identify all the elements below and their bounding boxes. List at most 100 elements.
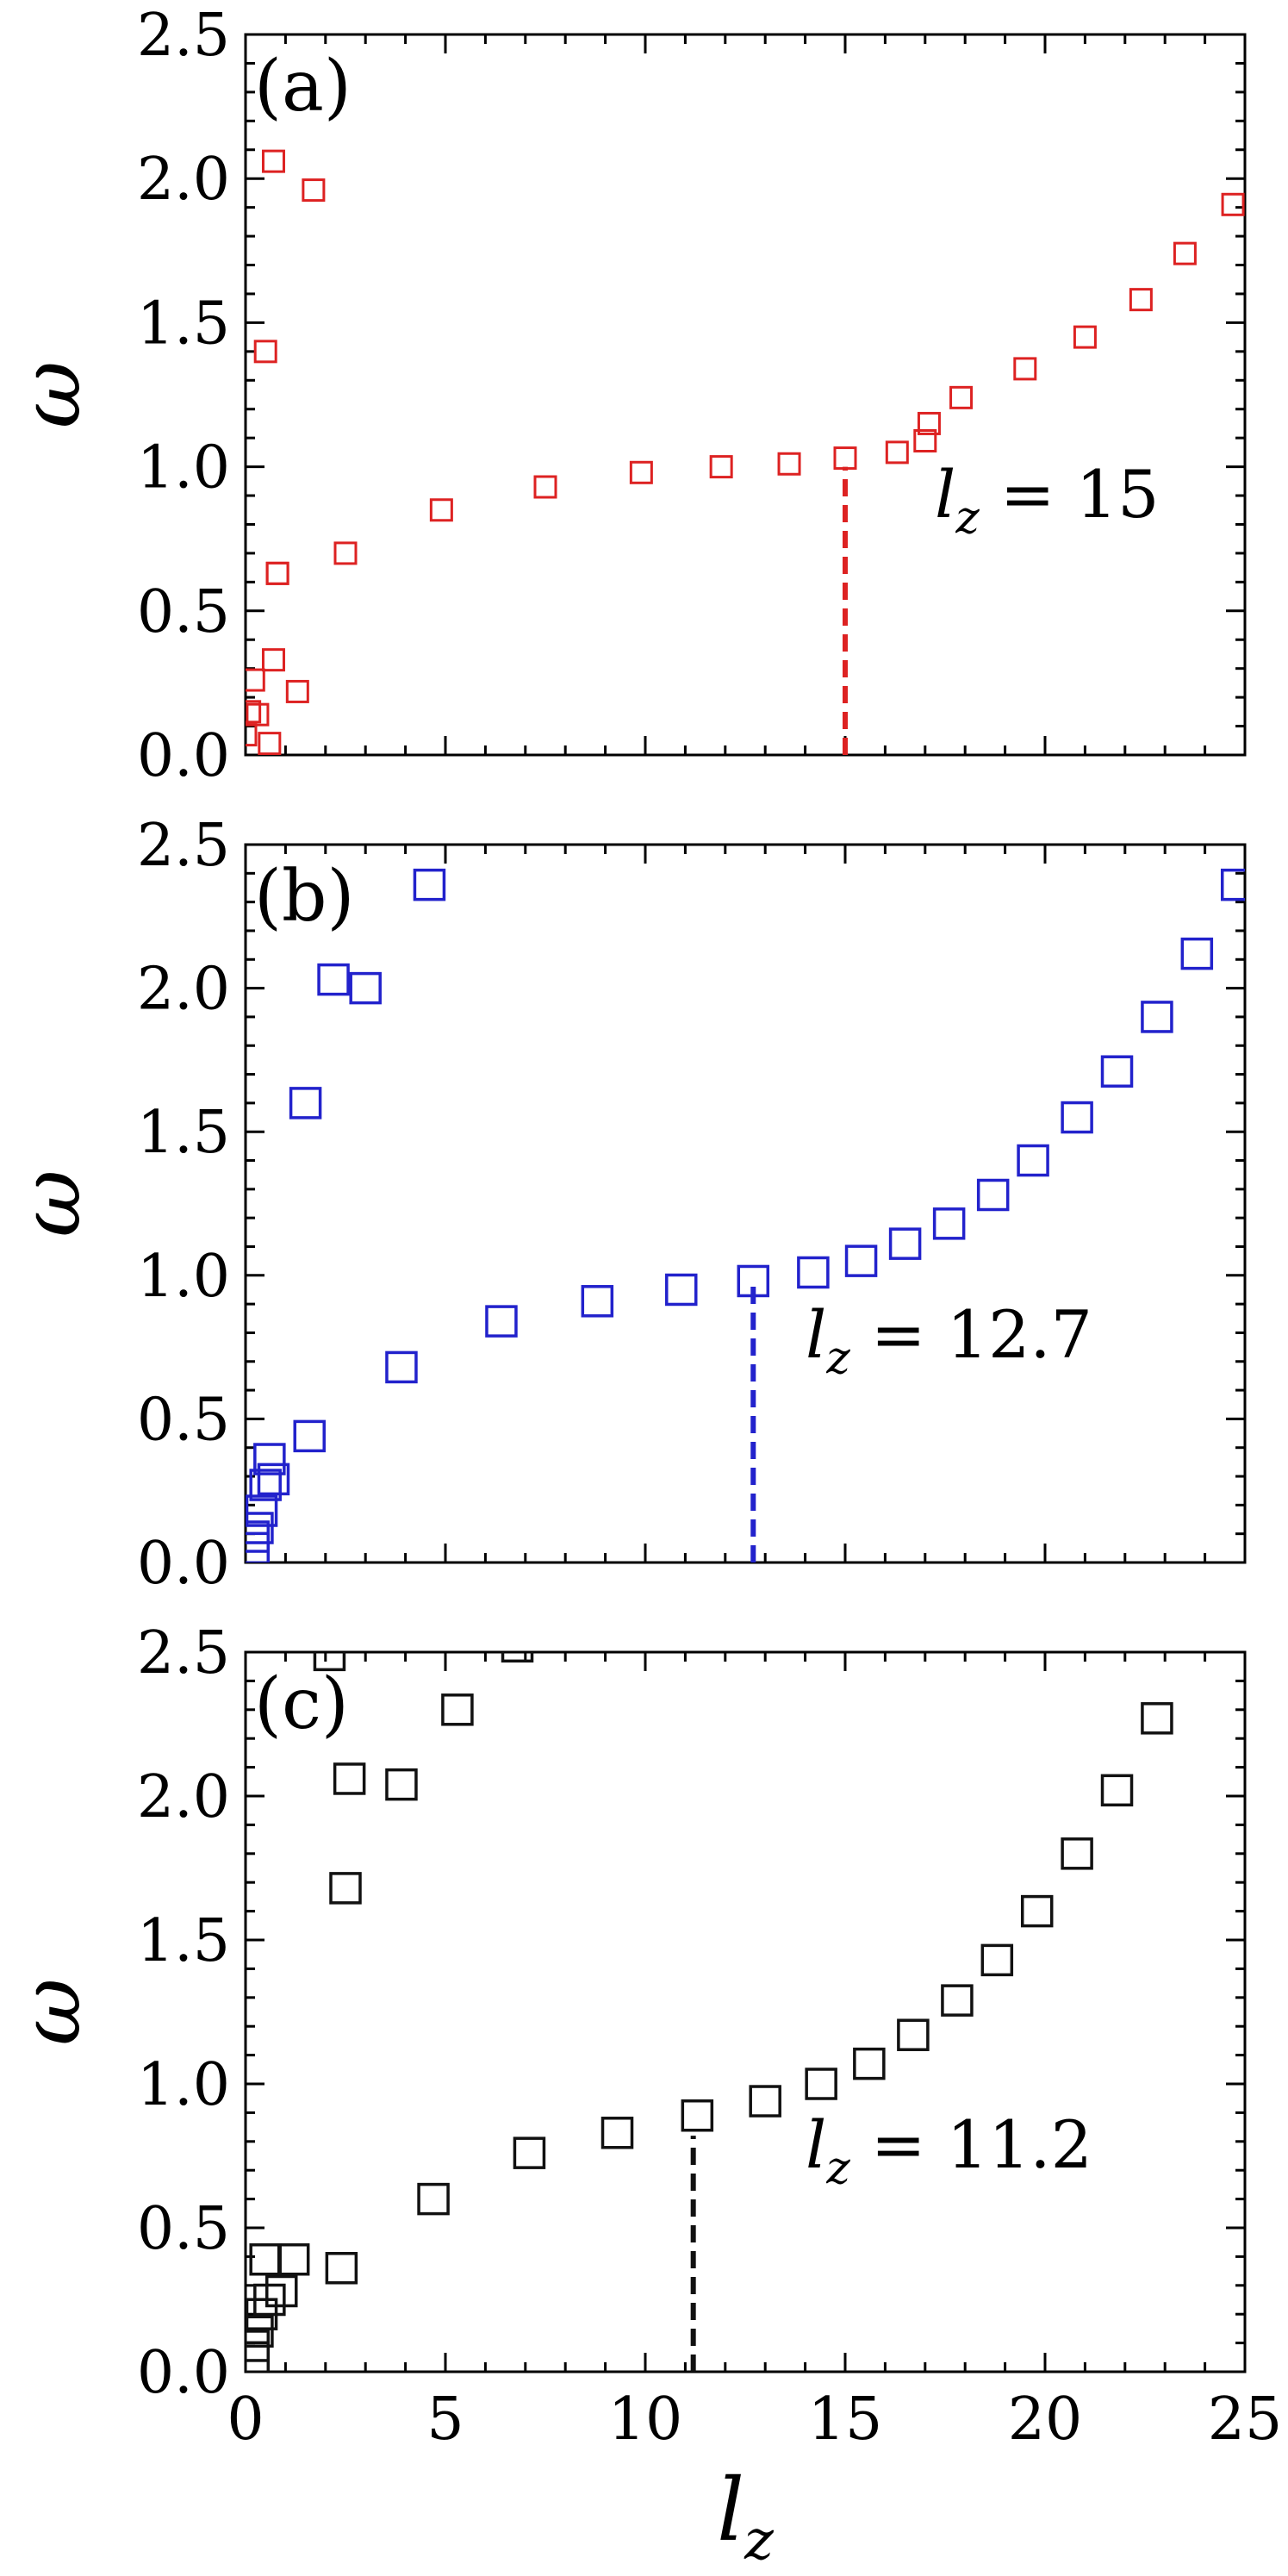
x-axis-label: lz (717, 2460, 775, 2573)
y-axis-label: ω (3, 361, 99, 428)
x-tick-label: 25 (1208, 2386, 1283, 2454)
data-point (333, 1762, 366, 1795)
data-point (253, 1443, 286, 1475)
x-tick-label: 5 (426, 2386, 464, 2454)
data-point (246, 1520, 271, 1553)
data-point (246, 700, 262, 724)
data-point (665, 1273, 698, 1307)
data-point (897, 2018, 930, 2051)
annotation-subscript: z (825, 1332, 850, 1384)
data-point (501, 1652, 534, 1663)
x-tick-label: 15 (808, 2386, 883, 2454)
data-point (980, 1943, 1014, 1977)
data-point (261, 648, 285, 672)
data-point (417, 2182, 450, 2216)
data-point (888, 1227, 922, 1260)
marker-group (246, 1652, 1173, 2372)
data-point (976, 1178, 1010, 1212)
x-tick-label: 20 (1008, 2386, 1083, 2454)
panels-group: 0.00.51.01.52.02.5ω(a)lz = 150.00.51.01.… (3, 2, 1282, 2573)
data-point (385, 1350, 418, 1384)
annotation-subscript: z (825, 2143, 850, 2194)
y-tick-label: 2.5 (137, 812, 230, 880)
data-point (302, 178, 326, 203)
data-point (885, 440, 909, 465)
data-point (333, 541, 358, 565)
data-point (1220, 868, 1245, 901)
data-point (797, 1256, 830, 1289)
lz-annotation: lz = 15 (935, 456, 1159, 544)
data-point (249, 1469, 282, 1501)
annotation-subscript: z (955, 492, 980, 544)
data-point (253, 340, 277, 364)
data-point (629, 460, 653, 484)
y-axis-label: ω (3, 1169, 99, 1237)
annotation-symbol: l (935, 456, 955, 533)
data-point (949, 385, 974, 409)
data-point (325, 2252, 358, 2285)
data-point (1017, 1144, 1049, 1177)
data-point (265, 561, 289, 585)
data-point (737, 1264, 770, 1298)
data-point (581, 1285, 614, 1318)
y-tick-label: 1.5 (137, 290, 230, 358)
data-point (257, 1463, 290, 1496)
lz-annotation: lz = 12.7 (806, 1296, 1092, 1384)
y-tick-label: 2.5 (137, 2, 230, 70)
data-point (258, 732, 282, 755)
marker-group (246, 149, 1245, 755)
data-point (1141, 1702, 1173, 1735)
data-point (805, 2068, 837, 2100)
y-tick-label: 1.0 (137, 434, 230, 502)
data-point (913, 429, 937, 453)
data-point (265, 2274, 298, 2308)
data-point (253, 2283, 286, 2317)
panel-label: (b) (254, 856, 354, 938)
data-point (285, 679, 309, 703)
data-point (485, 1305, 518, 1338)
data-point (1129, 288, 1153, 312)
x-axis-label-subscript: z (744, 2509, 775, 2573)
data-point (1180, 937, 1214, 970)
y-tick-label: 2.5 (137, 1619, 230, 1687)
data-point (246, 1531, 271, 1562)
data-point (313, 1652, 346, 1672)
data-point (429, 498, 453, 522)
data-point (277, 2242, 310, 2276)
y-tick-label: 2.0 (137, 956, 230, 1024)
plot-frame (244, 33, 1247, 757)
data-point (349, 971, 382, 1005)
y-tick-label: 0.5 (137, 2195, 230, 2263)
data-point (833, 446, 857, 471)
y-tick-label: 0.0 (137, 2339, 230, 2407)
data-point (932, 1207, 966, 1240)
data-point (441, 1693, 474, 1726)
y-tick-label: 0.0 (137, 1530, 230, 1598)
data-point (844, 1244, 878, 1277)
data-point (413, 868, 446, 901)
data-point (261, 149, 285, 173)
y-tick-label: 0.5 (137, 578, 230, 646)
y-axis-label: ω (3, 1978, 99, 2045)
data-point (246, 723, 258, 747)
lz-annotation: lz = 11.2 (806, 2106, 1092, 2194)
data-point (246, 668, 265, 692)
data-point (749, 2085, 781, 2118)
data-point (941, 1984, 974, 2017)
data-point (1141, 1001, 1173, 1033)
panel-a: 0.0 0.5 1.0 1.5 2.0 2.5 ω (a) lz = 15 (3, 2, 1247, 790)
annotation-symbol: l (806, 1296, 826, 1373)
plot-frame (244, 843, 1247, 1564)
data-point (246, 1494, 278, 1527)
data-point (709, 455, 733, 479)
data-point (246, 1512, 274, 1544)
y-tick-label: 2.0 (137, 1763, 230, 1831)
data-point (777, 452, 801, 476)
data-point (246, 702, 270, 727)
data-point (265, 561, 289, 585)
y-tick-label: 1.5 (137, 1099, 230, 1167)
data-point (853, 2047, 886, 2080)
data-point (513, 2136, 546, 2169)
data-point (1061, 1101, 1093, 1134)
